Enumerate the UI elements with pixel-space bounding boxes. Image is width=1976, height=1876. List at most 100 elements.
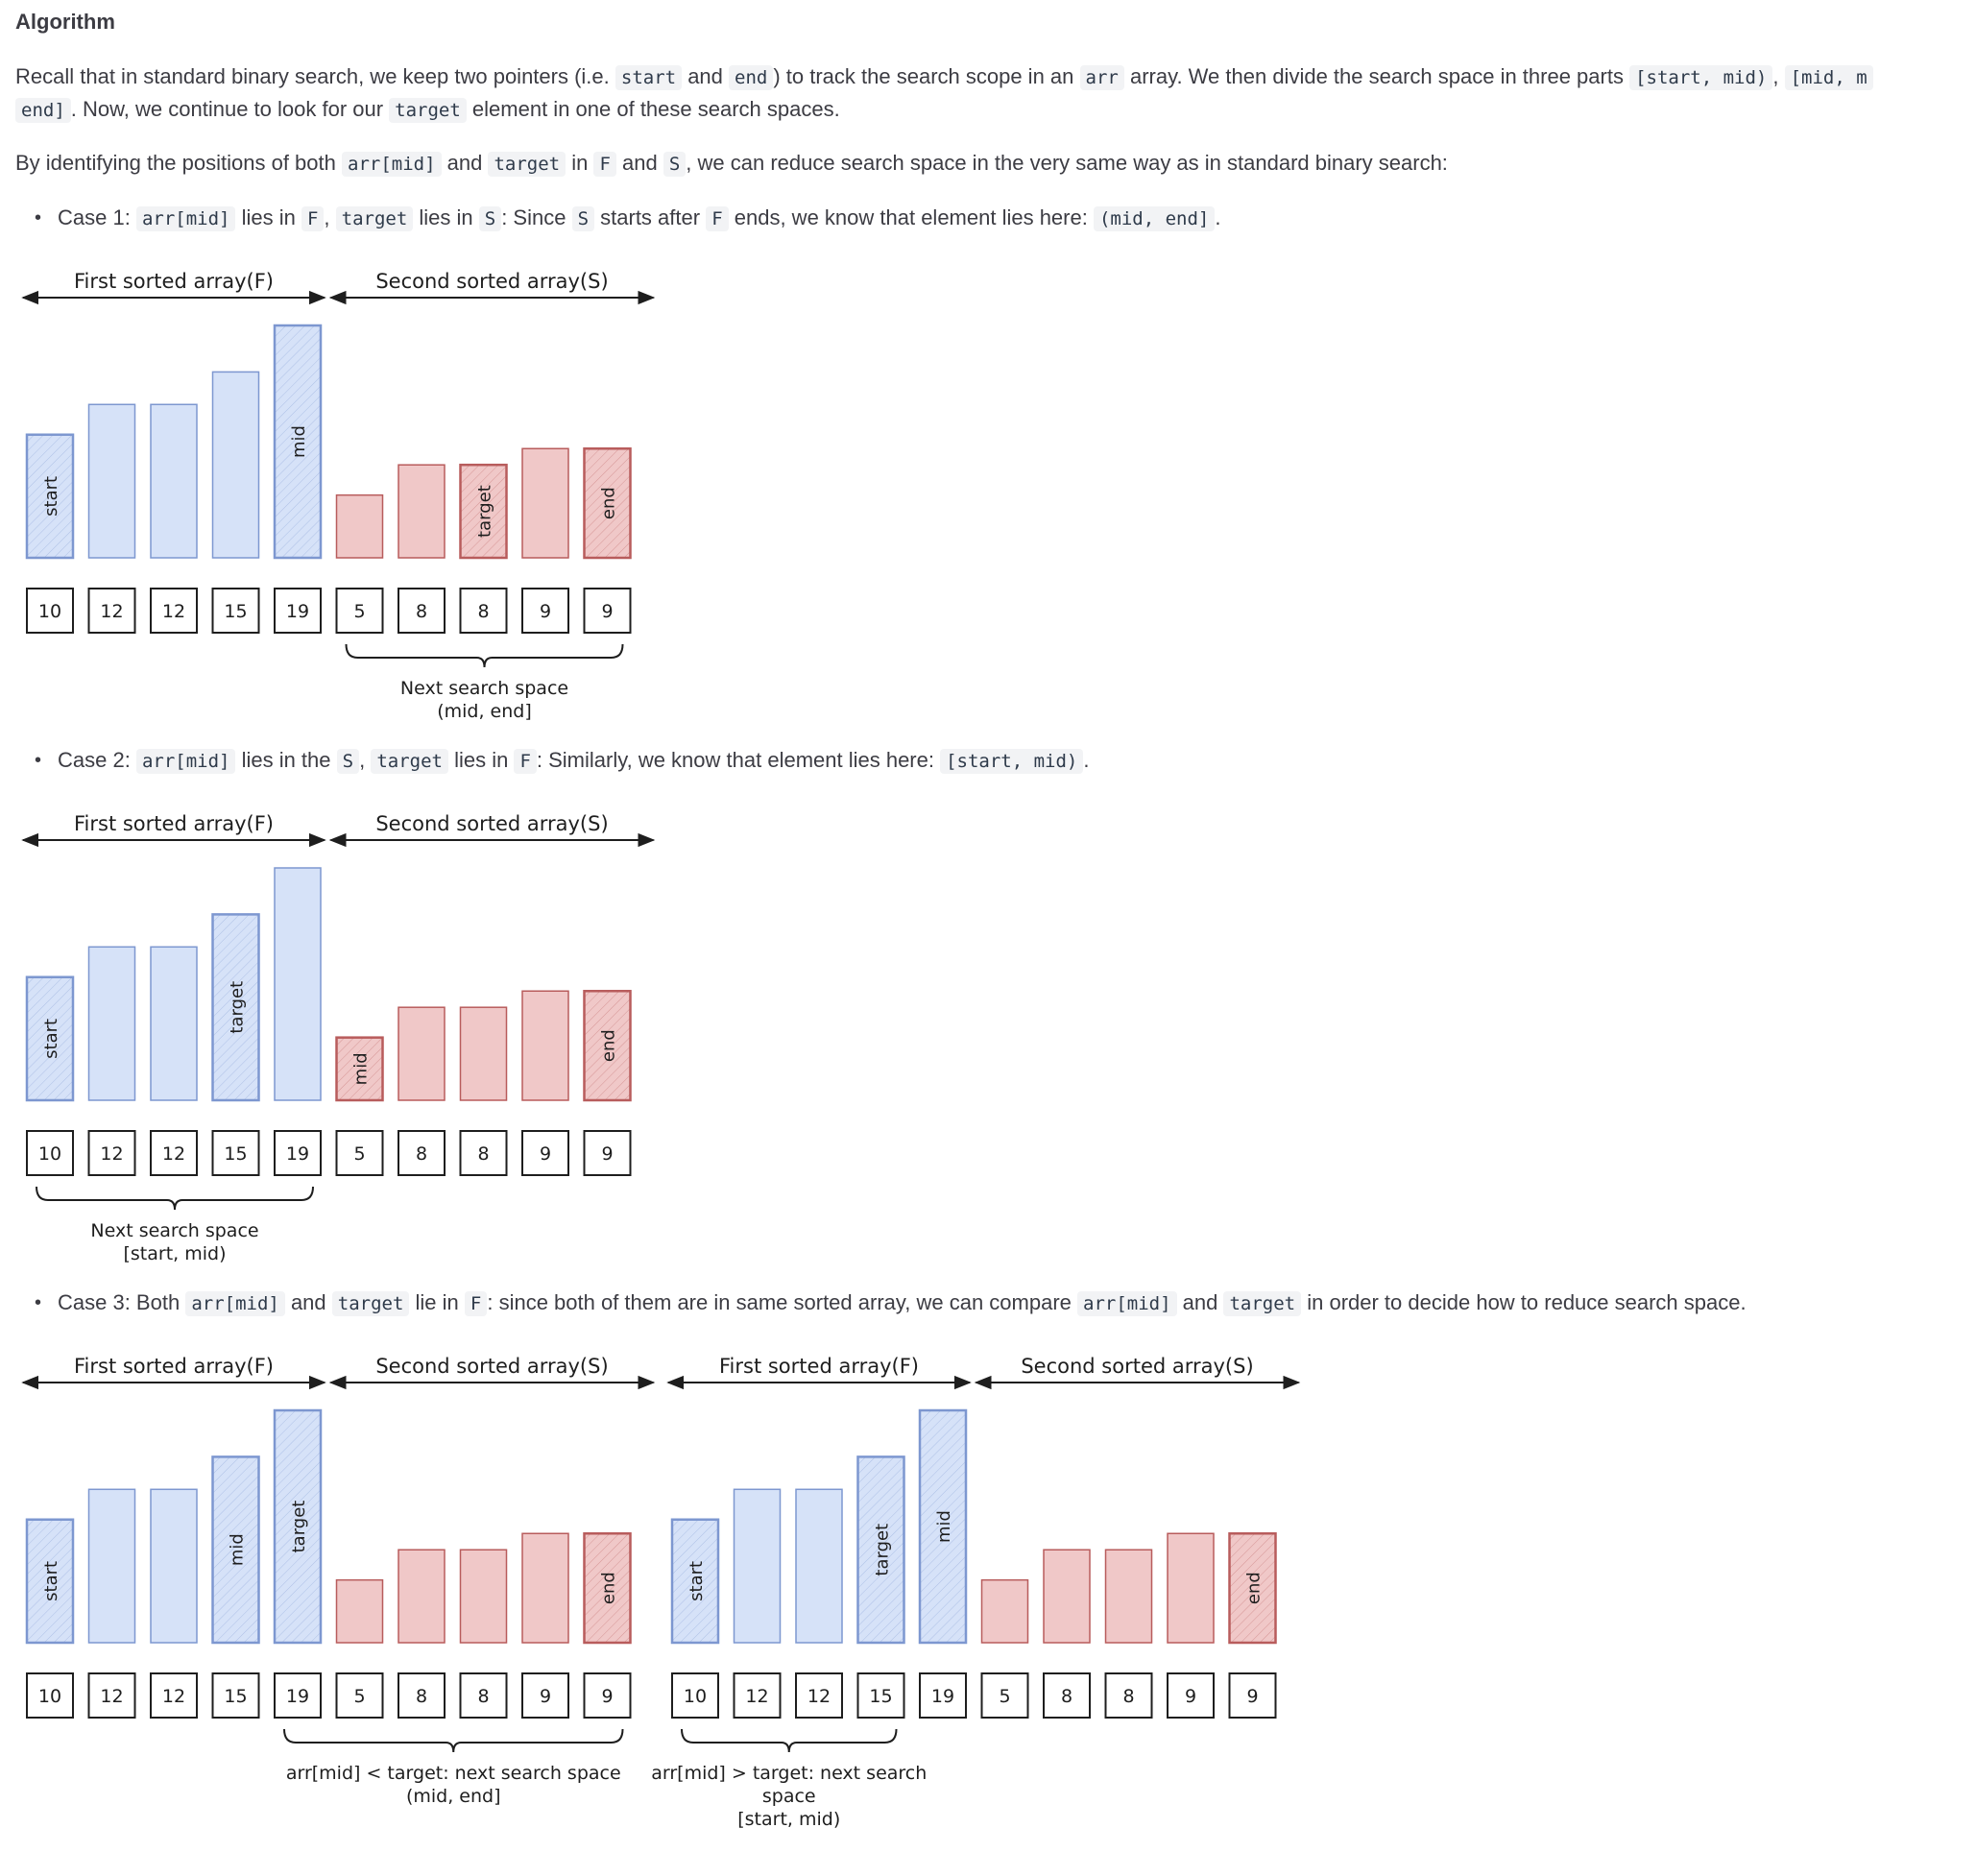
text-fragment: lies in — [235, 205, 301, 229]
value-box — [583, 1130, 632, 1176]
value-label: 19 — [286, 1686, 309, 1707]
case-2-diagram: First sorted array(F) Second sorted array… — [21, 812, 656, 1264]
bar-hatch — [460, 465, 507, 558]
array-bar — [87, 1488, 136, 1644]
text-fragment: lies in — [447, 748, 515, 772]
bar-pointer-label: end — [599, 1029, 619, 1062]
value-label: 9 — [601, 1686, 613, 1707]
bar-pointer-label: start — [41, 1561, 61, 1601]
bar-hatch — [672, 1519, 718, 1643]
text-fragment: array. We then divide the search space i… — [1123, 64, 1630, 88]
value-label: 15 — [224, 1143, 247, 1165]
value-label: 9 — [601, 601, 613, 622]
code-target: target — [389, 98, 467, 123]
first-sorted-array-label: First sorted array(F) — [74, 812, 274, 835]
text-fragment: and — [1176, 1290, 1224, 1314]
value-box — [919, 1672, 967, 1719]
bar-pointer-label: target — [289, 1501, 309, 1553]
value-box — [459, 1672, 508, 1719]
value-box — [335, 1130, 384, 1176]
bar-pointer-label: end — [1244, 1572, 1265, 1604]
code-mid-end-b: end] — [15, 98, 71, 123]
case-1-item: Case 1: arr[mid] lies in F, target lies … — [35, 202, 1220, 235]
bar-pointer-label: end — [599, 487, 619, 519]
search-space-caption: (mid, end] — [437, 701, 532, 722]
bar-hatch — [275, 1410, 321, 1643]
value-label: 8 — [416, 1686, 427, 1707]
value-box — [583, 588, 632, 634]
value-box — [26, 1130, 74, 1176]
text-fragment: and — [284, 1290, 332, 1314]
value-label: 12 — [162, 601, 185, 622]
array-bar — [521, 447, 569, 559]
search-space-caption: arr[mid] > target: next search — [651, 1763, 927, 1784]
value-label: 15 — [869, 1686, 892, 1707]
text-fragment: and — [682, 64, 730, 88]
bar-hatch — [857, 1456, 904, 1643]
second-sorted-array-label: Second sorted array(S) — [375, 1355, 608, 1378]
value-box — [150, 588, 198, 634]
value-label: 5 — [353, 1686, 365, 1707]
code-mid-end-a: [mid, m — [1784, 65, 1873, 90]
search-space-bracket — [36, 1186, 314, 1211]
code-end: end — [729, 65, 774, 90]
value-box — [1228, 1672, 1277, 1719]
intro-paragraph: Recall that in standard binary search, w… — [15, 60, 1873, 126]
text-fragment: Case 2: — [58, 748, 136, 772]
search-space-caption: [start, mid) — [737, 1809, 840, 1830]
text-fragment: , — [359, 748, 372, 772]
value-box — [521, 1130, 569, 1176]
value-box — [733, 1672, 782, 1719]
value-label: 19 — [931, 1686, 954, 1707]
code-arr-mid: arr[mid] — [135, 206, 236, 231]
value-label: 12 — [162, 1686, 185, 1707]
text-fragment: : Since — [501, 205, 572, 229]
bar-pointer-label: end — [599, 1572, 619, 1604]
value-box — [1104, 1672, 1153, 1719]
code-target: target — [331, 1291, 410, 1316]
bar-pointer-label: start — [687, 1561, 707, 1601]
first-sorted-array-label: First sorted array(F) — [74, 270, 274, 293]
code-start: start — [614, 65, 683, 90]
value-box — [521, 588, 569, 634]
code-arr-mid: arr[mid] — [185, 1291, 285, 1316]
value-box — [398, 1672, 446, 1719]
value-box — [274, 1672, 322, 1719]
value-label: 12 — [100, 1143, 123, 1165]
bar-pointer-label: mid — [228, 1533, 248, 1566]
array-bar — [87, 403, 136, 559]
code-range: (mid, end] — [1093, 206, 1216, 231]
bar-hatch — [275, 325, 321, 558]
search-space-caption: (mid, end] — [406, 1786, 501, 1807]
bar-hatch — [920, 1410, 966, 1643]
value-label: 8 — [1061, 1686, 1072, 1707]
bar-hatch — [584, 448, 631, 558]
text-fragment: Case 3: Both — [58, 1290, 186, 1314]
value-label: 12 — [807, 1686, 831, 1707]
value-box — [274, 588, 322, 634]
value-box — [980, 1672, 1029, 1719]
value-box — [671, 1672, 719, 1719]
code-F: F — [464, 1291, 488, 1316]
value-label: 8 — [477, 1686, 489, 1707]
bar-hatch — [27, 434, 73, 558]
text-fragment: By identifying the positions of both — [15, 151, 342, 175]
case-1-diagram: First sorted array(F) Second sorted array… — [21, 270, 656, 722]
value-label: 15 — [224, 601, 247, 622]
code-F: F — [706, 206, 729, 231]
bar-pointer-label: target — [475, 485, 495, 538]
bar-hatch — [584, 991, 631, 1100]
code-arr-mid: arr[mid] — [135, 749, 236, 774]
array-bar — [521, 990, 569, 1101]
text-fragment: , we can reduce search space in the very… — [686, 151, 1448, 175]
value-label: 10 — [684, 1686, 707, 1707]
text-fragment: . — [1083, 748, 1090, 772]
value-box — [521, 1672, 569, 1719]
code-F: F — [593, 152, 616, 177]
code-F: F — [514, 749, 537, 774]
first-sorted-array-label: First sorted array(F) — [74, 1355, 274, 1378]
array-bar — [150, 403, 198, 559]
value-label: 12 — [745, 1686, 768, 1707]
array-bar — [980, 1578, 1029, 1644]
value-label: 8 — [416, 601, 427, 622]
